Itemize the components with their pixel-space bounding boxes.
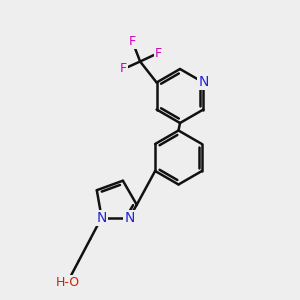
Text: F: F	[120, 62, 127, 76]
Text: N: N	[198, 76, 208, 89]
Text: F: F	[129, 35, 136, 49]
Text: F: F	[154, 46, 162, 60]
Text: N: N	[124, 211, 135, 224]
Text: N: N	[96, 211, 107, 224]
Text: H-O: H-O	[56, 276, 80, 289]
